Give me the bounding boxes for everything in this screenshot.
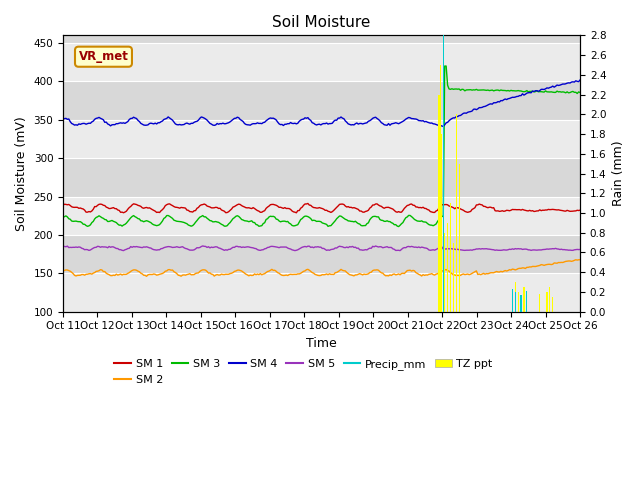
Legend: SM 1, SM 2, SM 3, SM 4, SM 5, Precip_mm, TZ ppt: SM 1, SM 2, SM 3, SM 4, SM 5, Precip_mm,… [110,355,497,389]
Bar [63,120,580,158]
Bar [63,43,580,82]
Bar [438,95,440,312]
Bar [526,290,527,312]
Bar [518,292,519,312]
Bar [63,273,580,312]
Bar [443,36,444,312]
Bar [520,295,522,312]
Bar [539,294,540,312]
Title: Soil Moisture: Soil Moisture [273,15,371,30]
Bar [512,289,513,312]
X-axis label: Time: Time [306,337,337,350]
Bar [450,203,451,312]
Y-axis label: Rain (mm): Rain (mm) [612,141,625,206]
Bar [515,292,516,312]
Bar [447,223,448,312]
Bar [549,287,550,312]
Bar [63,196,580,235]
Bar [452,242,454,312]
Bar [515,282,516,312]
Bar [524,287,525,312]
Bar [552,297,554,312]
Bar [444,233,445,312]
Y-axis label: Soil Moisture (mV): Soil Moisture (mV) [15,116,28,231]
Text: VR_met: VR_met [79,50,129,63]
Bar [512,292,513,312]
Bar [441,134,442,312]
Bar [458,164,460,312]
Bar [456,114,457,312]
Bar [440,65,441,312]
Bar [547,292,548,312]
